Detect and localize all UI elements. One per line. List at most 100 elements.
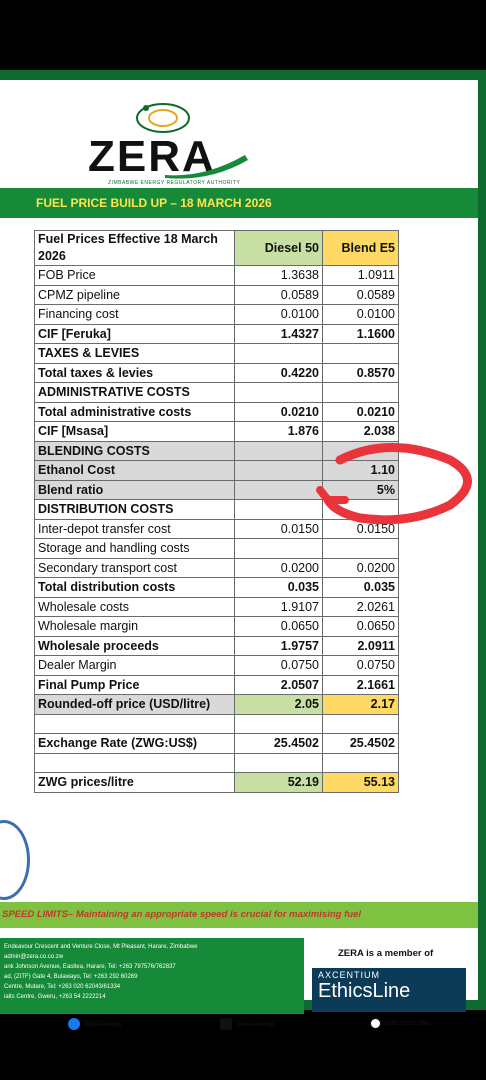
diesel-value: 1.9107 <box>234 596 323 617</box>
table-row: Total administrative costs 0.0210 0.0210 <box>34 401 399 422</box>
row-label: Total administrative costs <box>34 401 235 422</box>
diesel-value: 0.0589 <box>234 284 323 305</box>
blend-value: 1.10 <box>322 460 399 481</box>
spacer-row <box>34 713 399 734</box>
diesel-value: 1.9757 <box>234 635 323 656</box>
diesel-value: 2.05 <box>234 694 323 715</box>
diesel-value: 1.876 <box>234 421 323 442</box>
table-row: CPMZ pipeline 0.0589 0.0589 <box>34 284 399 305</box>
table-row: Total taxes & levies 0.4220 0.8570 <box>34 362 399 383</box>
row-label: Secondary transport cost <box>34 557 235 578</box>
blend-value: 25.4502 <box>322 733 399 754</box>
blend-value: 2.17 <box>322 694 399 715</box>
diesel-value: 0.4220 <box>234 362 323 383</box>
address-line: ank Johnson Avenue, Eastlea, Harare, Tel… <box>4 964 176 970</box>
whatsapp-icon <box>370 1018 381 1029</box>
whatsapp-link[interactable]: +263772161966 <box>370 1018 431 1029</box>
table-row: Secondary transport cost 0.0200 0.0200 <box>34 557 399 578</box>
blend-value: 55.13 <box>322 772 399 793</box>
row-label: Rounded-off price (USD/litre) <box>34 694 235 715</box>
table-row: Exchange Rate (ZWG:US$) 25.4502 25.4502 <box>34 733 399 754</box>
blend-value: 1.1600 <box>322 323 399 344</box>
diesel-value: 1.3638 <box>234 265 323 286</box>
logo-area: ZERA ZIMBABWE ENERGY REGULATORY AUTHORIT… <box>0 80 478 192</box>
row-label: Ethanol Cost <box>34 460 235 481</box>
diesel-value: 2.0507 <box>234 674 323 695</box>
table-row: Total distribution costs 0.035 0.035 <box>34 577 399 598</box>
row-label: CIF [Msasa] <box>34 421 235 442</box>
facebook-handle: ZERAenergy <box>83 1020 123 1028</box>
x-icon <box>220 1018 232 1030</box>
blend-value <box>322 538 399 559</box>
logo-swoosh-icon <box>165 155 248 179</box>
table-row: Ethanol Cost 1.10 <box>34 460 399 481</box>
row-label: Total taxes & levies <box>34 362 235 383</box>
price-table: Fuel Prices Effective 18 March 2026 Dies… <box>34 230 399 793</box>
blend-value: 2.0261 <box>322 596 399 617</box>
diesel-value: 0.0650 <box>234 616 323 637</box>
facebook-icon <box>68 1018 80 1030</box>
table-row: TAXES & LEVIES <box>34 343 399 364</box>
logo-tagline: ZIMBABWE ENERGY REGULATORY AUTHORITY <box>108 180 241 186</box>
row-label: Inter-depot transfer cost <box>34 518 235 539</box>
table-row: Wholesale costs 1.9107 2.0261 <box>34 596 399 617</box>
x-link[interactable]: @zeraenergy <box>220 1018 276 1030</box>
diesel-value <box>234 538 323 559</box>
header-blend: Blend E5 <box>322 230 399 266</box>
address-line: Centre, Mutare, Tel: +263 020 62043/6133… <box>4 984 121 990</box>
table-row: CIF [Msasa] 1.876 2.038 <box>34 421 399 442</box>
footer: Endeavour Crescent and Venture Close, Mt… <box>0 930 478 1014</box>
x-handle: @zeraenergy <box>235 1020 276 1028</box>
sheet-inner: ZERA ZIMBABWE ENERGY REGULATORY AUTHORIT… <box>0 80 478 1030</box>
member-text: ZERA is a member of <box>338 948 434 959</box>
table-row: Dealer Margin 0.0750 0.0750 <box>34 655 399 676</box>
table-row: Final Pump Price 2.0507 2.1661 <box>34 674 399 695</box>
spacer-row <box>34 752 399 773</box>
blend-value: 0.0200 <box>322 557 399 578</box>
row-label: CPMZ pipeline <box>34 284 235 305</box>
table-row: CIF [Feruka] 1.4327 1.1600 <box>34 323 399 344</box>
diesel-value: 0.035 <box>234 577 323 598</box>
table-header-row: Fuel Prices Effective 18 March 2026 Dies… <box>34 230 399 266</box>
ethics-top: AXCENTIUM <box>318 970 381 980</box>
price-sheet: ZERA ZIMBABWE ENERGY REGULATORY AUTHORIT… <box>0 70 486 1030</box>
table-row: FOB Price 1.3638 1.0911 <box>34 265 399 286</box>
diesel-value: 52.19 <box>234 772 323 793</box>
address-line: admin@zera.co.co.zw <box>4 954 64 960</box>
diesel-value: 0.0200 <box>234 557 323 578</box>
row-label: Dealer Margin <box>34 655 235 676</box>
blend-value <box>322 343 399 364</box>
blend-value: 0.0210 <box>322 401 399 422</box>
row-label: ADMINISTRATIVE COSTS <box>34 382 235 403</box>
blend-value: 0.0750 <box>322 655 399 676</box>
table-row: Rounded-off price (USD/litre) 2.05 2.17 <box>34 694 399 715</box>
table-row: Blend ratio 5% <box>34 479 399 500</box>
logo-wordmark: ZERA <box>88 132 216 181</box>
blend-value: 2.1661 <box>322 674 399 695</box>
ethics-bottom: EthicsLine <box>318 980 411 1002</box>
row-label: ZWG prices/litre <box>34 772 235 793</box>
blend-value: 1.0911 <box>322 265 399 286</box>
row-label: Financing cost <box>34 304 235 325</box>
diesel-value <box>234 343 323 364</box>
social-row: ZERAenergy @zeraenergy +263772161966 <box>0 1018 478 1034</box>
blend-value: 0.035 <box>322 577 399 598</box>
blend-value: 0.0100 <box>322 304 399 325</box>
address-line: ad, (ZITF) Gate 4, Bulawayo, Tel: +263 2… <box>4 974 138 980</box>
zera-logo-icon <box>136 103 190 133</box>
address-line: ialts Centre, Gweru, +263 54 2222214 <box>4 994 106 1000</box>
row-label: Blend ratio <box>34 479 235 500</box>
blend-value: 2.0911 <box>322 635 399 656</box>
header-diesel: Diesel 50 <box>234 230 323 266</box>
diesel-value: 0.0100 <box>234 304 323 325</box>
diesel-value: 1.4327 <box>234 323 323 344</box>
row-label: CIF [Feruka] <box>34 323 235 344</box>
facebook-link[interactable]: ZERAenergy <box>68 1018 122 1030</box>
whatsapp-number: +263772161966 <box>384 1020 432 1027</box>
table-row: ADMINISTRATIVE COSTS <box>34 382 399 403</box>
address-line: Endeavour Crescent and Venture Close, Mt… <box>4 944 198 950</box>
table-row: Wholesale margin 0.0650 0.0650 <box>34 616 399 637</box>
row-label: Wholesale proceeds <box>34 635 235 656</box>
row-label: Final Pump Price <box>34 674 235 695</box>
header-label: Fuel Prices Effective 18 March 2026 <box>34 230 235 266</box>
